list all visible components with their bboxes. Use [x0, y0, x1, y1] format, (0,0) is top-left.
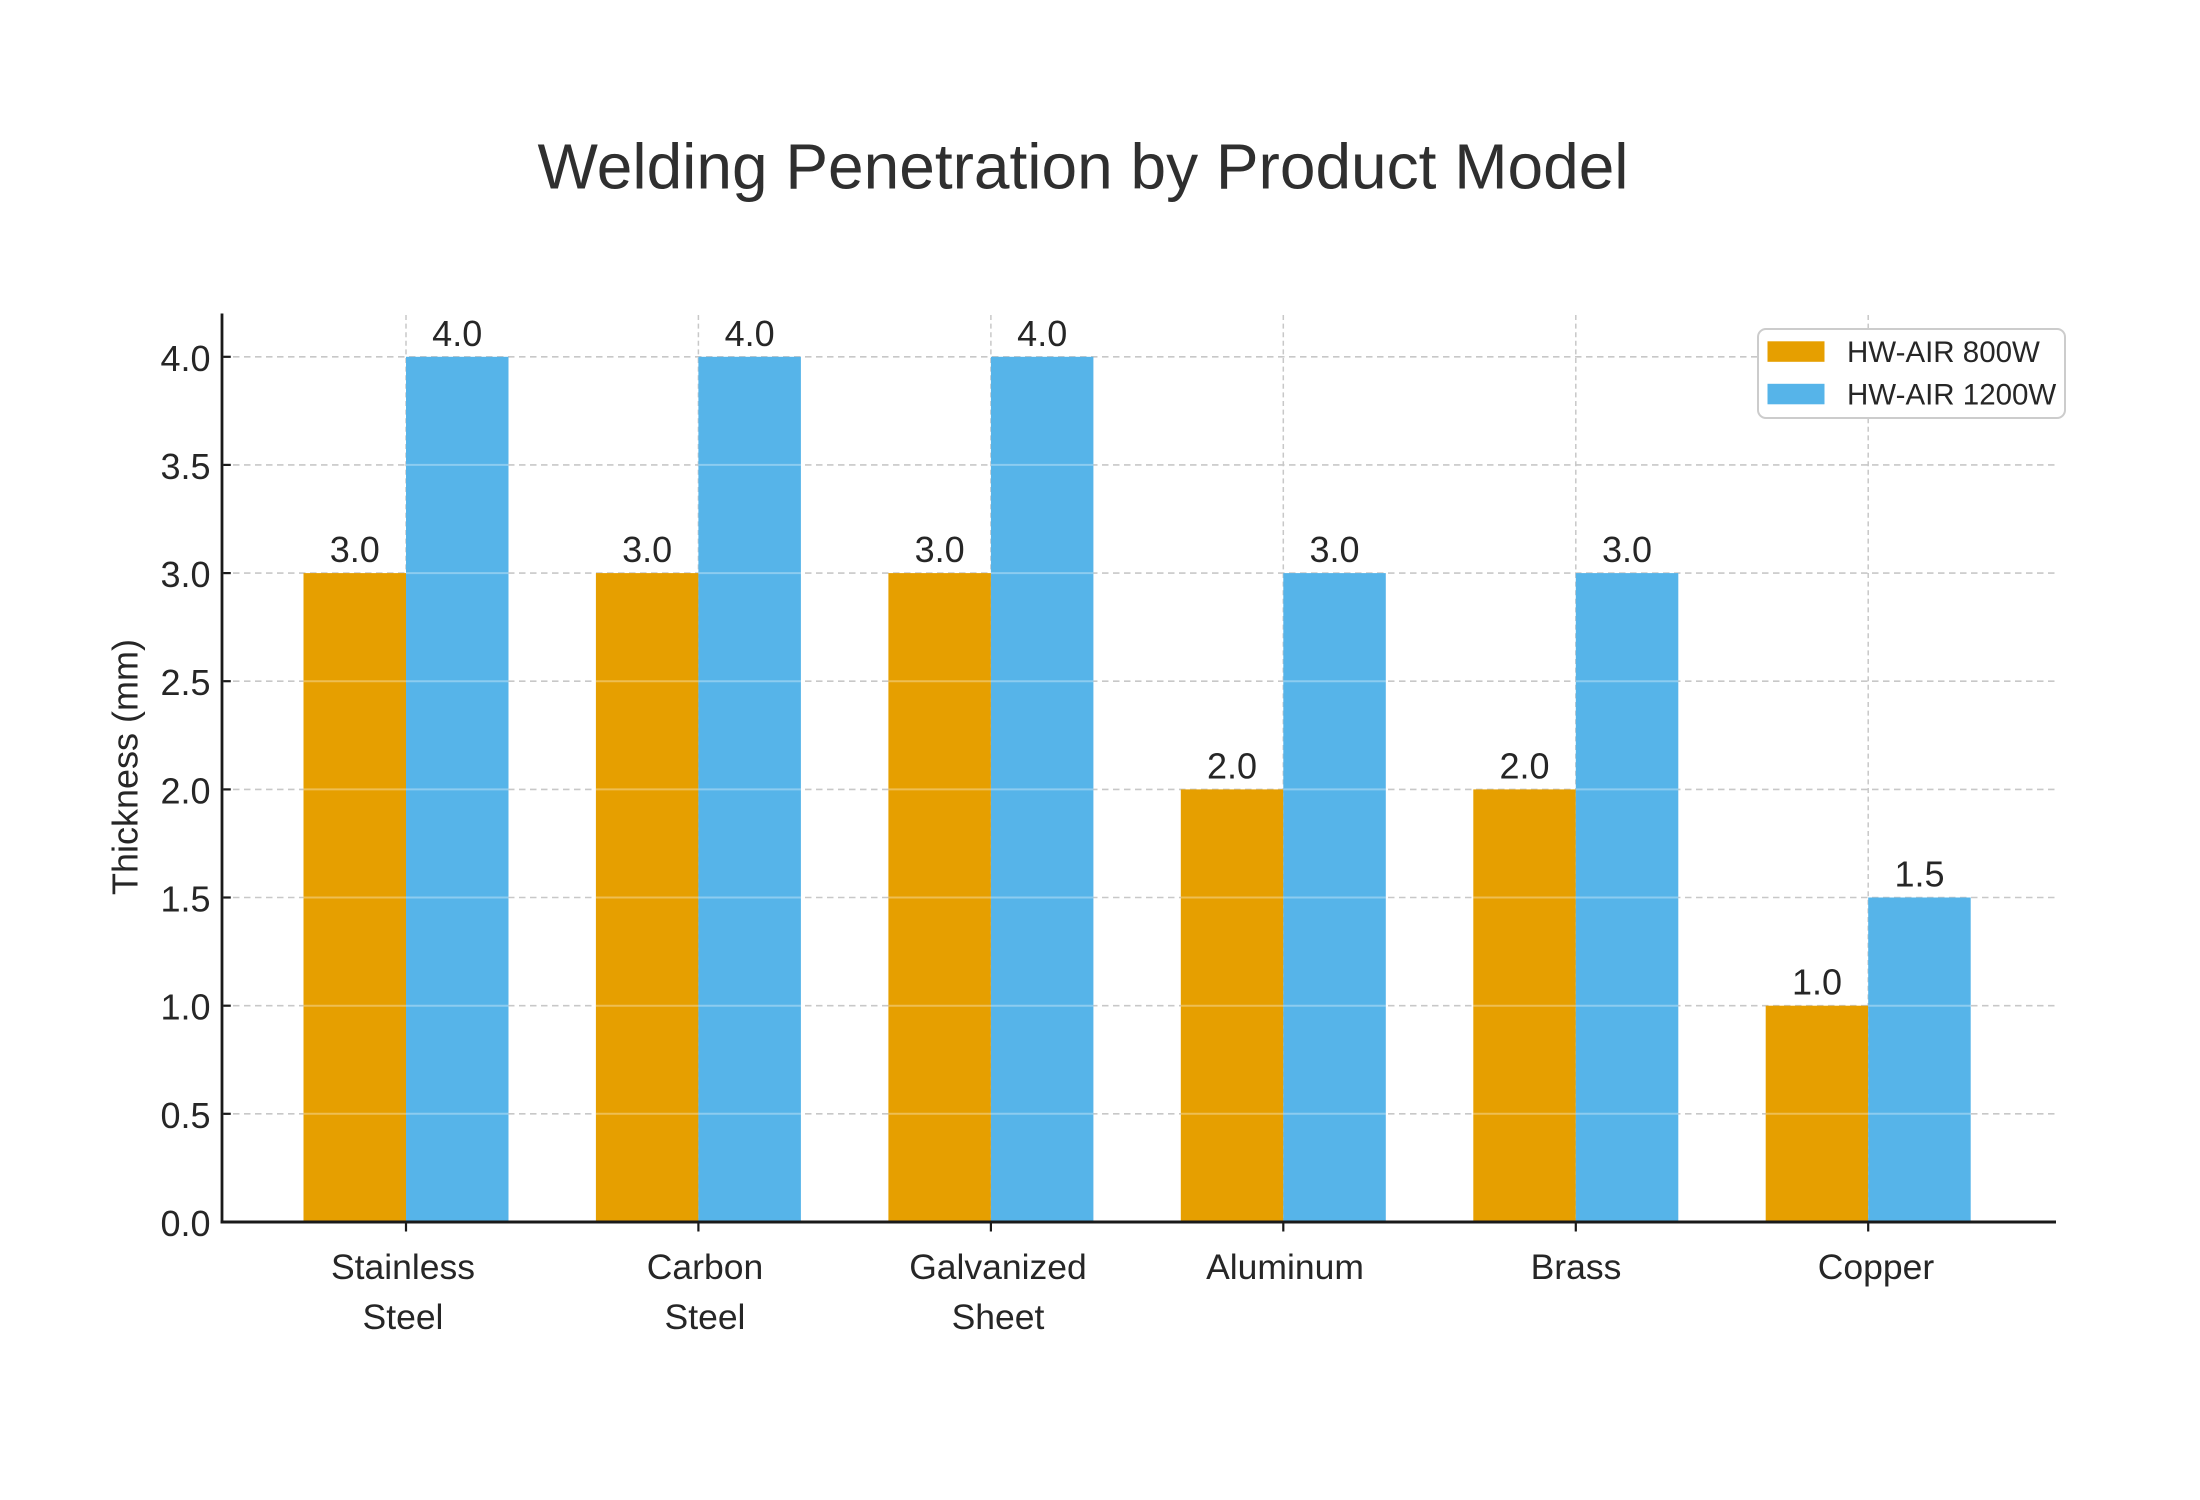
svg-text:Brass: Brass: [1531, 1247, 1622, 1287]
svg-text:1.0: 1.0: [1792, 962, 1842, 1003]
svg-text:HW-AIR 1200W: HW-AIR 1200W: [1847, 379, 2056, 412]
svg-text:2.0: 2.0: [1207, 745, 1257, 786]
svg-text:3.0: 3.0: [160, 554, 210, 595]
svg-text:HW-AIR 800W: HW-AIR 800W: [1847, 336, 2040, 369]
svg-text:3.0: 3.0: [330, 529, 380, 570]
svg-text:1.5: 1.5: [1894, 854, 1944, 895]
svg-text:Steel: Steel: [665, 1297, 746, 1337]
svg-text:Steel: Steel: [363, 1297, 444, 1337]
svg-text:1.0: 1.0: [160, 987, 210, 1028]
svg-text:4.0: 4.0: [432, 313, 482, 354]
svg-text:Copper: Copper: [1818, 1247, 1935, 1287]
svg-text:3.0: 3.0: [622, 529, 672, 570]
svg-text:4.0: 4.0: [1017, 313, 1067, 354]
svg-text:2.0: 2.0: [160, 770, 210, 811]
svg-text:2.5: 2.5: [160, 662, 210, 703]
svg-text:Thickness (mm): Thickness (mm): [105, 639, 146, 895]
svg-text:Aluminum: Aluminum: [1206, 1247, 1364, 1287]
svg-text:4.0: 4.0: [160, 338, 210, 379]
svg-text:4.0: 4.0: [725, 313, 775, 354]
svg-text:3.5: 3.5: [160, 446, 210, 487]
svg-text:3.0: 3.0: [1602, 529, 1652, 570]
svg-text:Welding Penetration by Product: Welding Penetration by Product Model: [538, 131, 1629, 203]
svg-text:3.0: 3.0: [915, 529, 965, 570]
svg-text:1.5: 1.5: [160, 879, 210, 920]
svg-text:2.0: 2.0: [1499, 745, 1549, 786]
svg-text:Galvanized: Galvanized: [909, 1247, 1087, 1287]
svg-text:Sheet: Sheet: [952, 1297, 1045, 1337]
svg-text:Stainless: Stainless: [331, 1247, 475, 1287]
svg-text:0.5: 0.5: [160, 1095, 210, 1136]
svg-text:3.0: 3.0: [1309, 529, 1359, 570]
svg-text:0.0: 0.0: [160, 1203, 210, 1244]
svg-text:Carbon: Carbon: [647, 1247, 763, 1287]
